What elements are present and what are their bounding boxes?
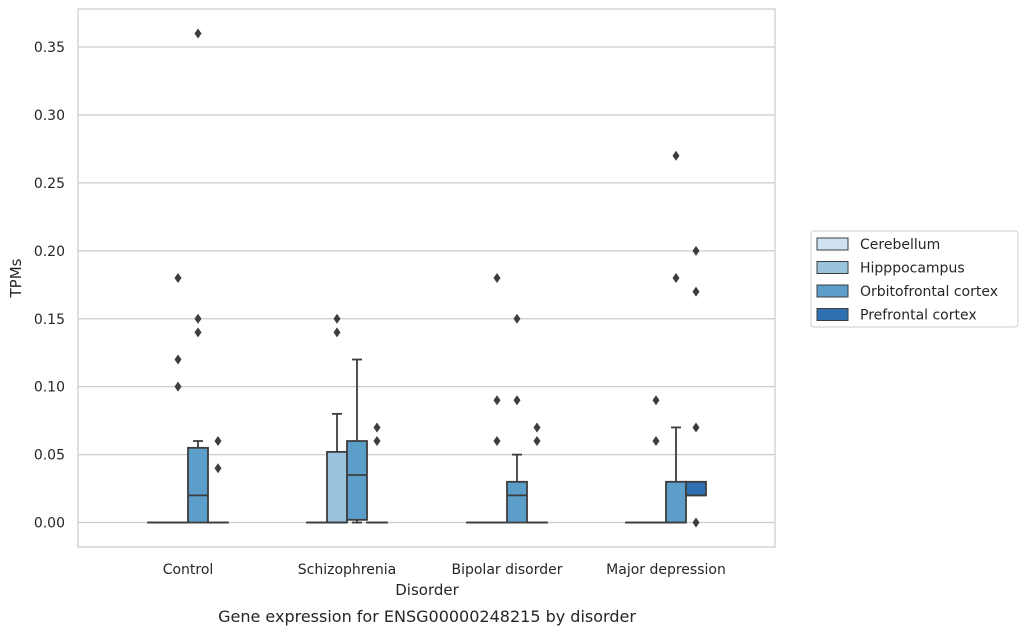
outlier-point xyxy=(194,28,202,39)
outlier-point xyxy=(174,273,182,283)
box xyxy=(326,450,348,524)
y-axis-label: TPMs xyxy=(7,258,25,298)
outlier-point xyxy=(692,422,700,433)
outlier-point xyxy=(373,436,381,447)
outlier-point xyxy=(333,313,341,324)
legend-entry: Cerebellum xyxy=(860,237,940,253)
legend-swatch xyxy=(816,261,849,274)
outlier-point xyxy=(493,436,501,447)
y-tick-label: 0.25 xyxy=(34,176,65,192)
y-tick-label: 0.05 xyxy=(34,448,65,464)
outlier-point xyxy=(493,395,501,406)
outlier-point xyxy=(214,436,222,447)
series-hipppocampus xyxy=(167,273,667,524)
box xyxy=(685,480,707,497)
y-tick-label: 0.10 xyxy=(34,380,65,396)
box xyxy=(665,480,687,524)
outlier-point xyxy=(672,150,680,161)
outlier-point xyxy=(533,422,541,433)
x-axis-ticks: Control Schizophrenia Bipolar disorder Majo… xyxy=(163,562,726,578)
box xyxy=(506,480,528,524)
box xyxy=(346,440,368,521)
x-tick-label: Control xyxy=(163,562,214,578)
x-tick-label: Schizophrenia xyxy=(298,562,396,578)
x-tick-label: Bipolar disorder xyxy=(451,562,562,578)
box-marks xyxy=(147,28,707,528)
chart-caption: Gene expression for ENSG00000248215 by d… xyxy=(218,607,636,626)
outlier-point xyxy=(692,517,700,528)
outlier-point xyxy=(652,395,660,406)
x-tick-label: Major depression xyxy=(606,562,726,578)
outlier-point xyxy=(493,273,501,283)
outlier-point xyxy=(333,327,341,338)
legend: Cerebellum Hipppocampus Orbitofrontal cort… xyxy=(810,230,1019,328)
plot-frame xyxy=(77,8,776,548)
outlier-point xyxy=(513,395,521,406)
y-tick-label: 0.00 xyxy=(34,516,65,532)
outlier-point xyxy=(214,463,222,474)
legend-swatch xyxy=(816,237,849,251)
outlier-point xyxy=(652,436,660,447)
legend-entry: Hipppocampus xyxy=(860,261,965,277)
series-orbitofrontal-cortex xyxy=(187,28,687,524)
outlier-point xyxy=(174,354,182,365)
outlier-point xyxy=(194,313,202,324)
y-axis-ticks: 0.00 0.05 0.10 0.15 0.20 0.25 0.30 0.35 xyxy=(34,40,65,532)
grid xyxy=(78,46,775,524)
outlier-point xyxy=(692,245,700,256)
legend-swatch xyxy=(816,308,849,321)
outlier-point xyxy=(533,436,541,447)
outlier-point xyxy=(672,273,680,283)
legend-entry: Orbitofrontal cortex xyxy=(860,284,998,300)
y-tick-label: 0.35 xyxy=(34,40,65,56)
y-tick-label: 0.15 xyxy=(34,312,65,328)
outlier-point xyxy=(194,327,202,338)
legend-entry: Prefrontal cortex xyxy=(860,308,977,324)
box xyxy=(187,446,209,524)
x-axis-label: Disorder xyxy=(395,581,459,599)
outlier-point xyxy=(692,286,700,297)
y-tick-label: 0.20 xyxy=(34,244,65,260)
outlier-point xyxy=(513,313,521,324)
outlier-point xyxy=(174,381,182,392)
series-prefrontal-cortex xyxy=(207,245,707,528)
legend-swatch xyxy=(816,284,849,298)
outlier-point xyxy=(373,422,381,433)
legend-frame xyxy=(810,230,1019,328)
y-tick-label: 0.30 xyxy=(34,108,65,124)
